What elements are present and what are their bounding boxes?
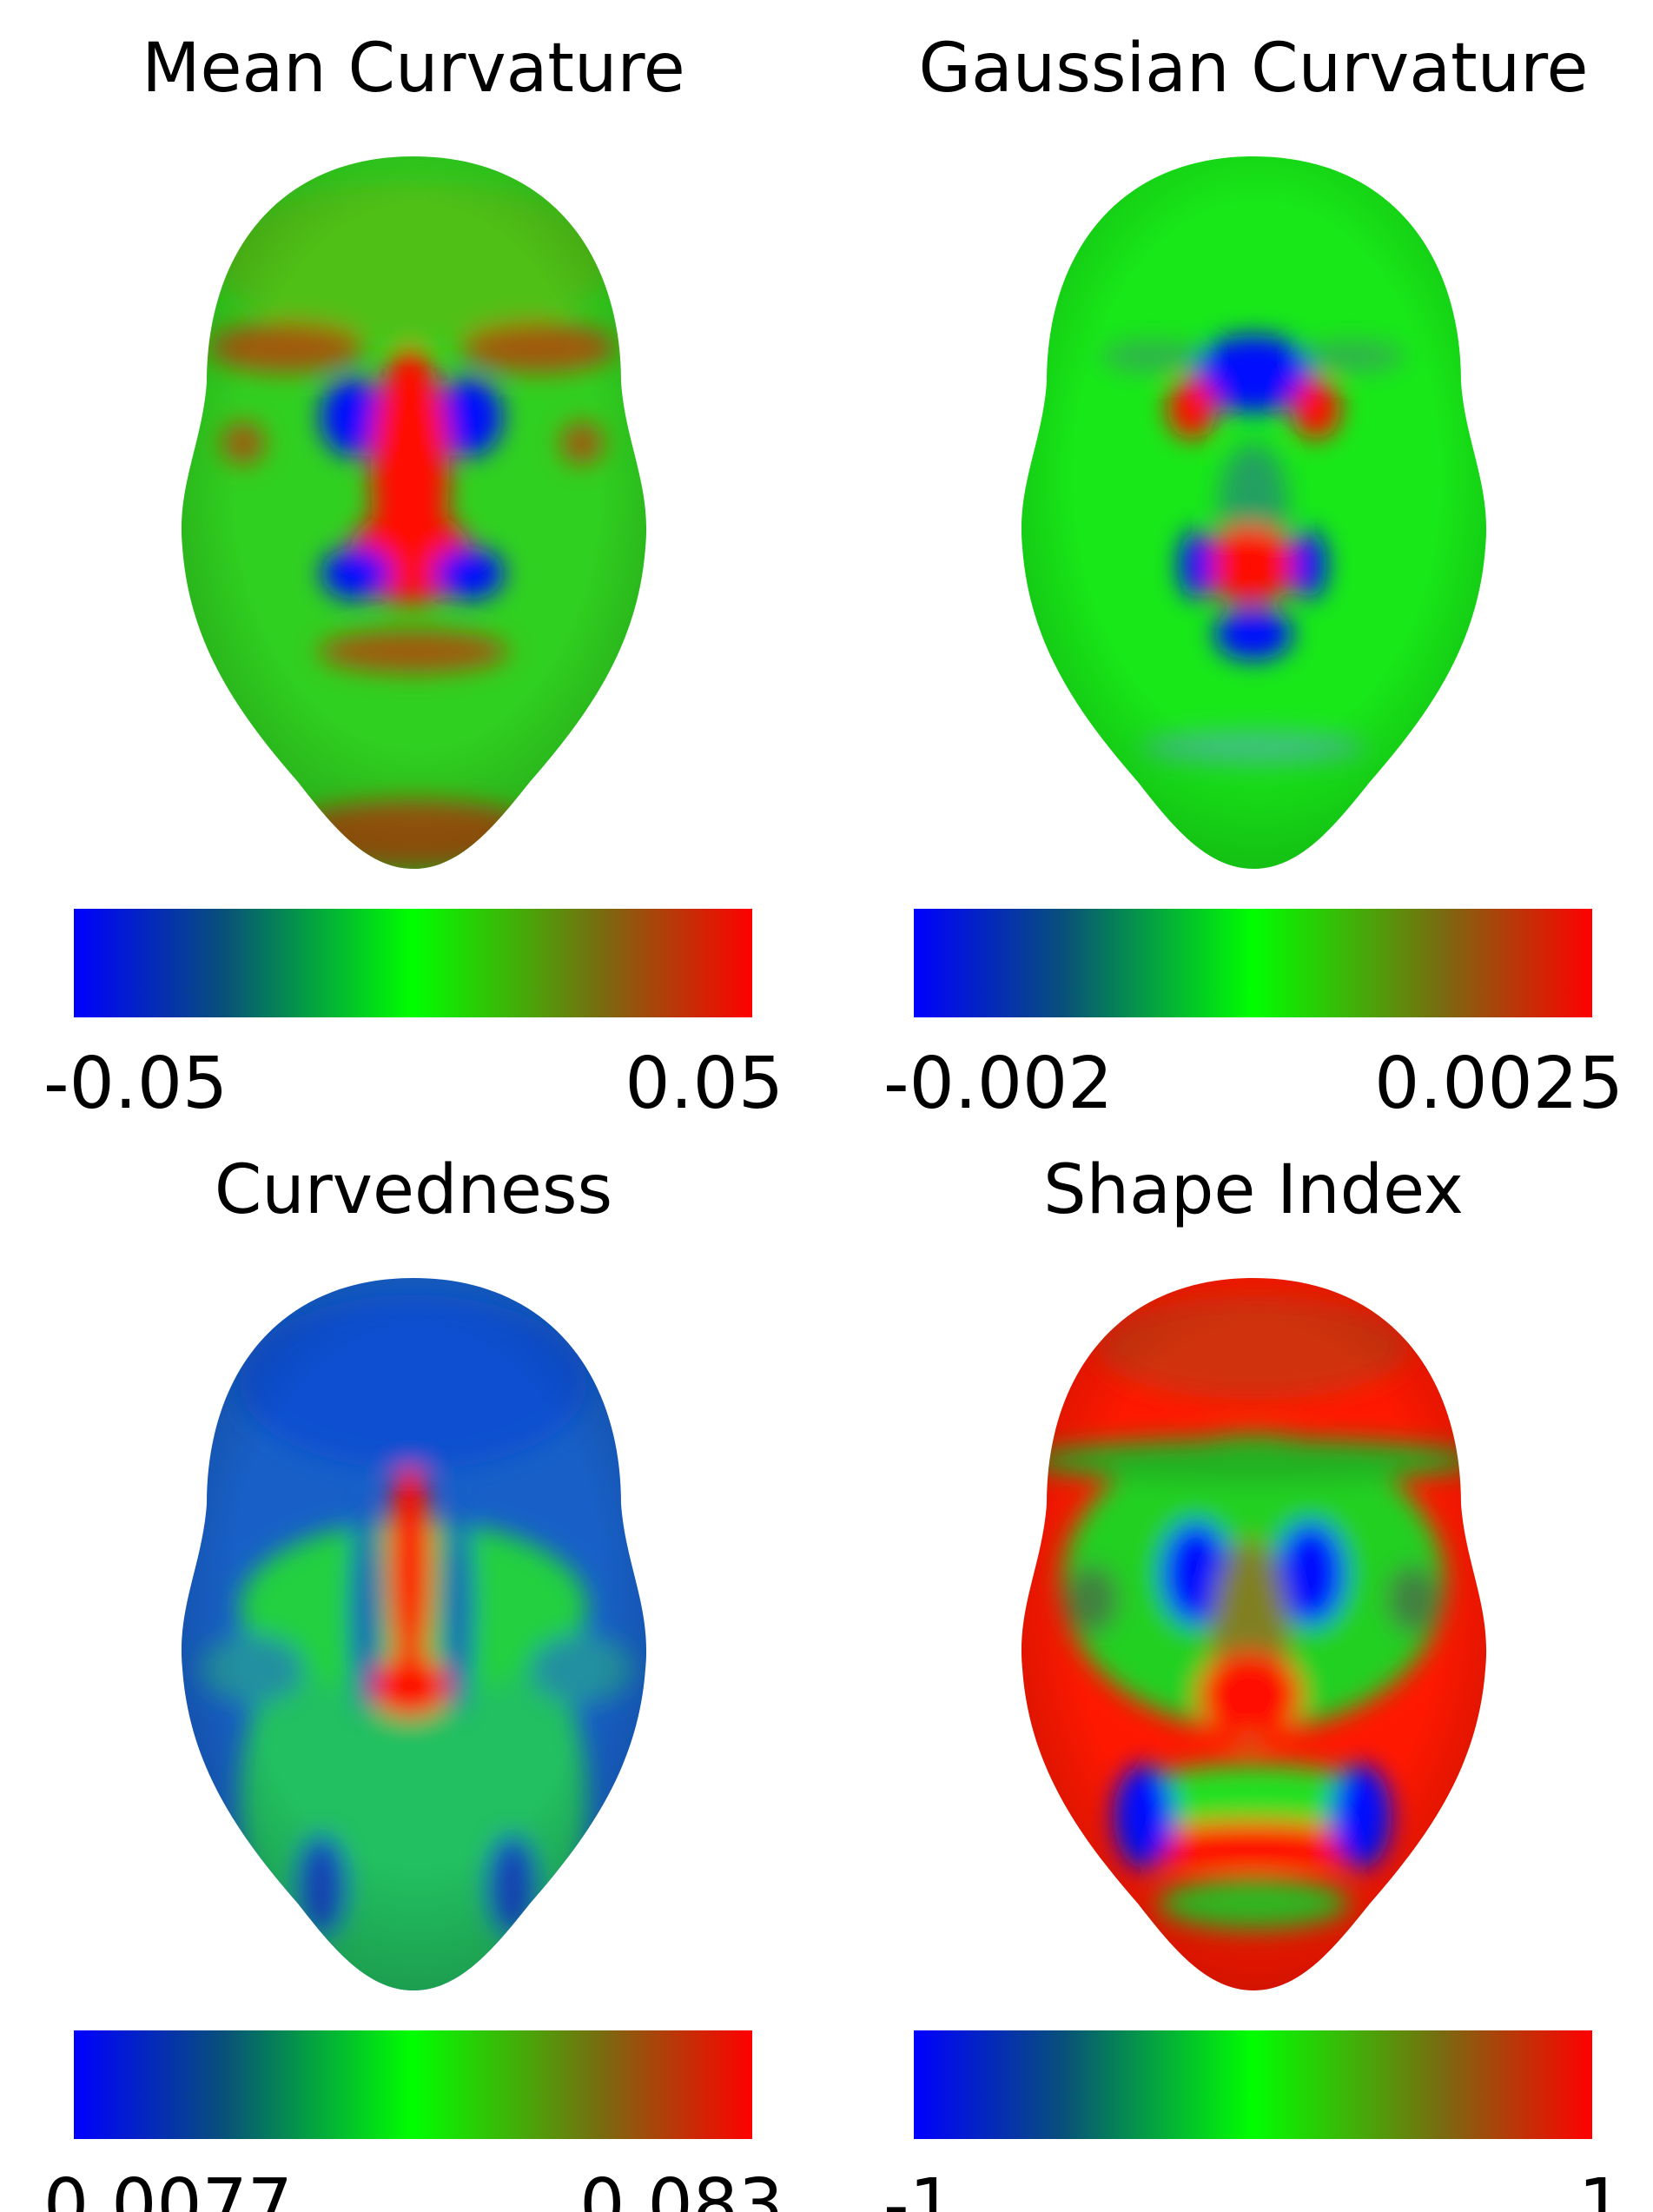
face-shade <box>1021 1278 1487 1990</box>
colorbar-max-label: 1 <box>1578 2164 1623 2212</box>
face-shade <box>181 1278 647 1990</box>
panel: Curvedness 0.0077 0.083 <box>43 1151 784 2212</box>
colorbar <box>914 2030 1592 2139</box>
colorbar <box>914 909 1592 1017</box>
colorbar-min-label: -0.002 <box>883 1043 1113 1125</box>
face-surface <box>1021 1278 1487 1990</box>
face-shade <box>181 156 647 869</box>
colorbar-min-label: 0.0077 <box>43 2164 293 2212</box>
colorbar-min-label: -1 <box>883 2164 955 2212</box>
face-surface <box>1021 156 1487 869</box>
panel-title: Curvedness <box>215 1151 612 1229</box>
face-surface <box>181 1278 647 1990</box>
colorbar-min-label: -0.05 <box>43 1043 228 1125</box>
face-shade <box>1021 156 1487 869</box>
face-render <box>181 1278 647 1990</box>
face-render <box>1021 156 1487 869</box>
panel: Shape Index -1 1 <box>883 1151 1623 2212</box>
panel-title: Mean Curvature <box>142 30 685 108</box>
panel: Gaussian Curvature -0.002 0.0025 <box>883 30 1623 1125</box>
face-render <box>181 156 647 869</box>
colorbar-max-label: 0.05 <box>625 1043 784 1125</box>
colorbar-max-label: 0.0025 <box>1374 1043 1623 1125</box>
face-surface <box>181 156 647 869</box>
colorbar-max-label: 0.083 <box>579 2164 784 2212</box>
colorbar <box>74 2030 752 2139</box>
panel: Mean Curvature -0.05 0.05 <box>43 30 784 1125</box>
panel-title: Gaussian Curvature <box>919 30 1589 108</box>
panel-title: Shape Index <box>1043 1151 1464 1229</box>
colorbar <box>74 909 752 1017</box>
face-render <box>1021 1278 1487 1990</box>
